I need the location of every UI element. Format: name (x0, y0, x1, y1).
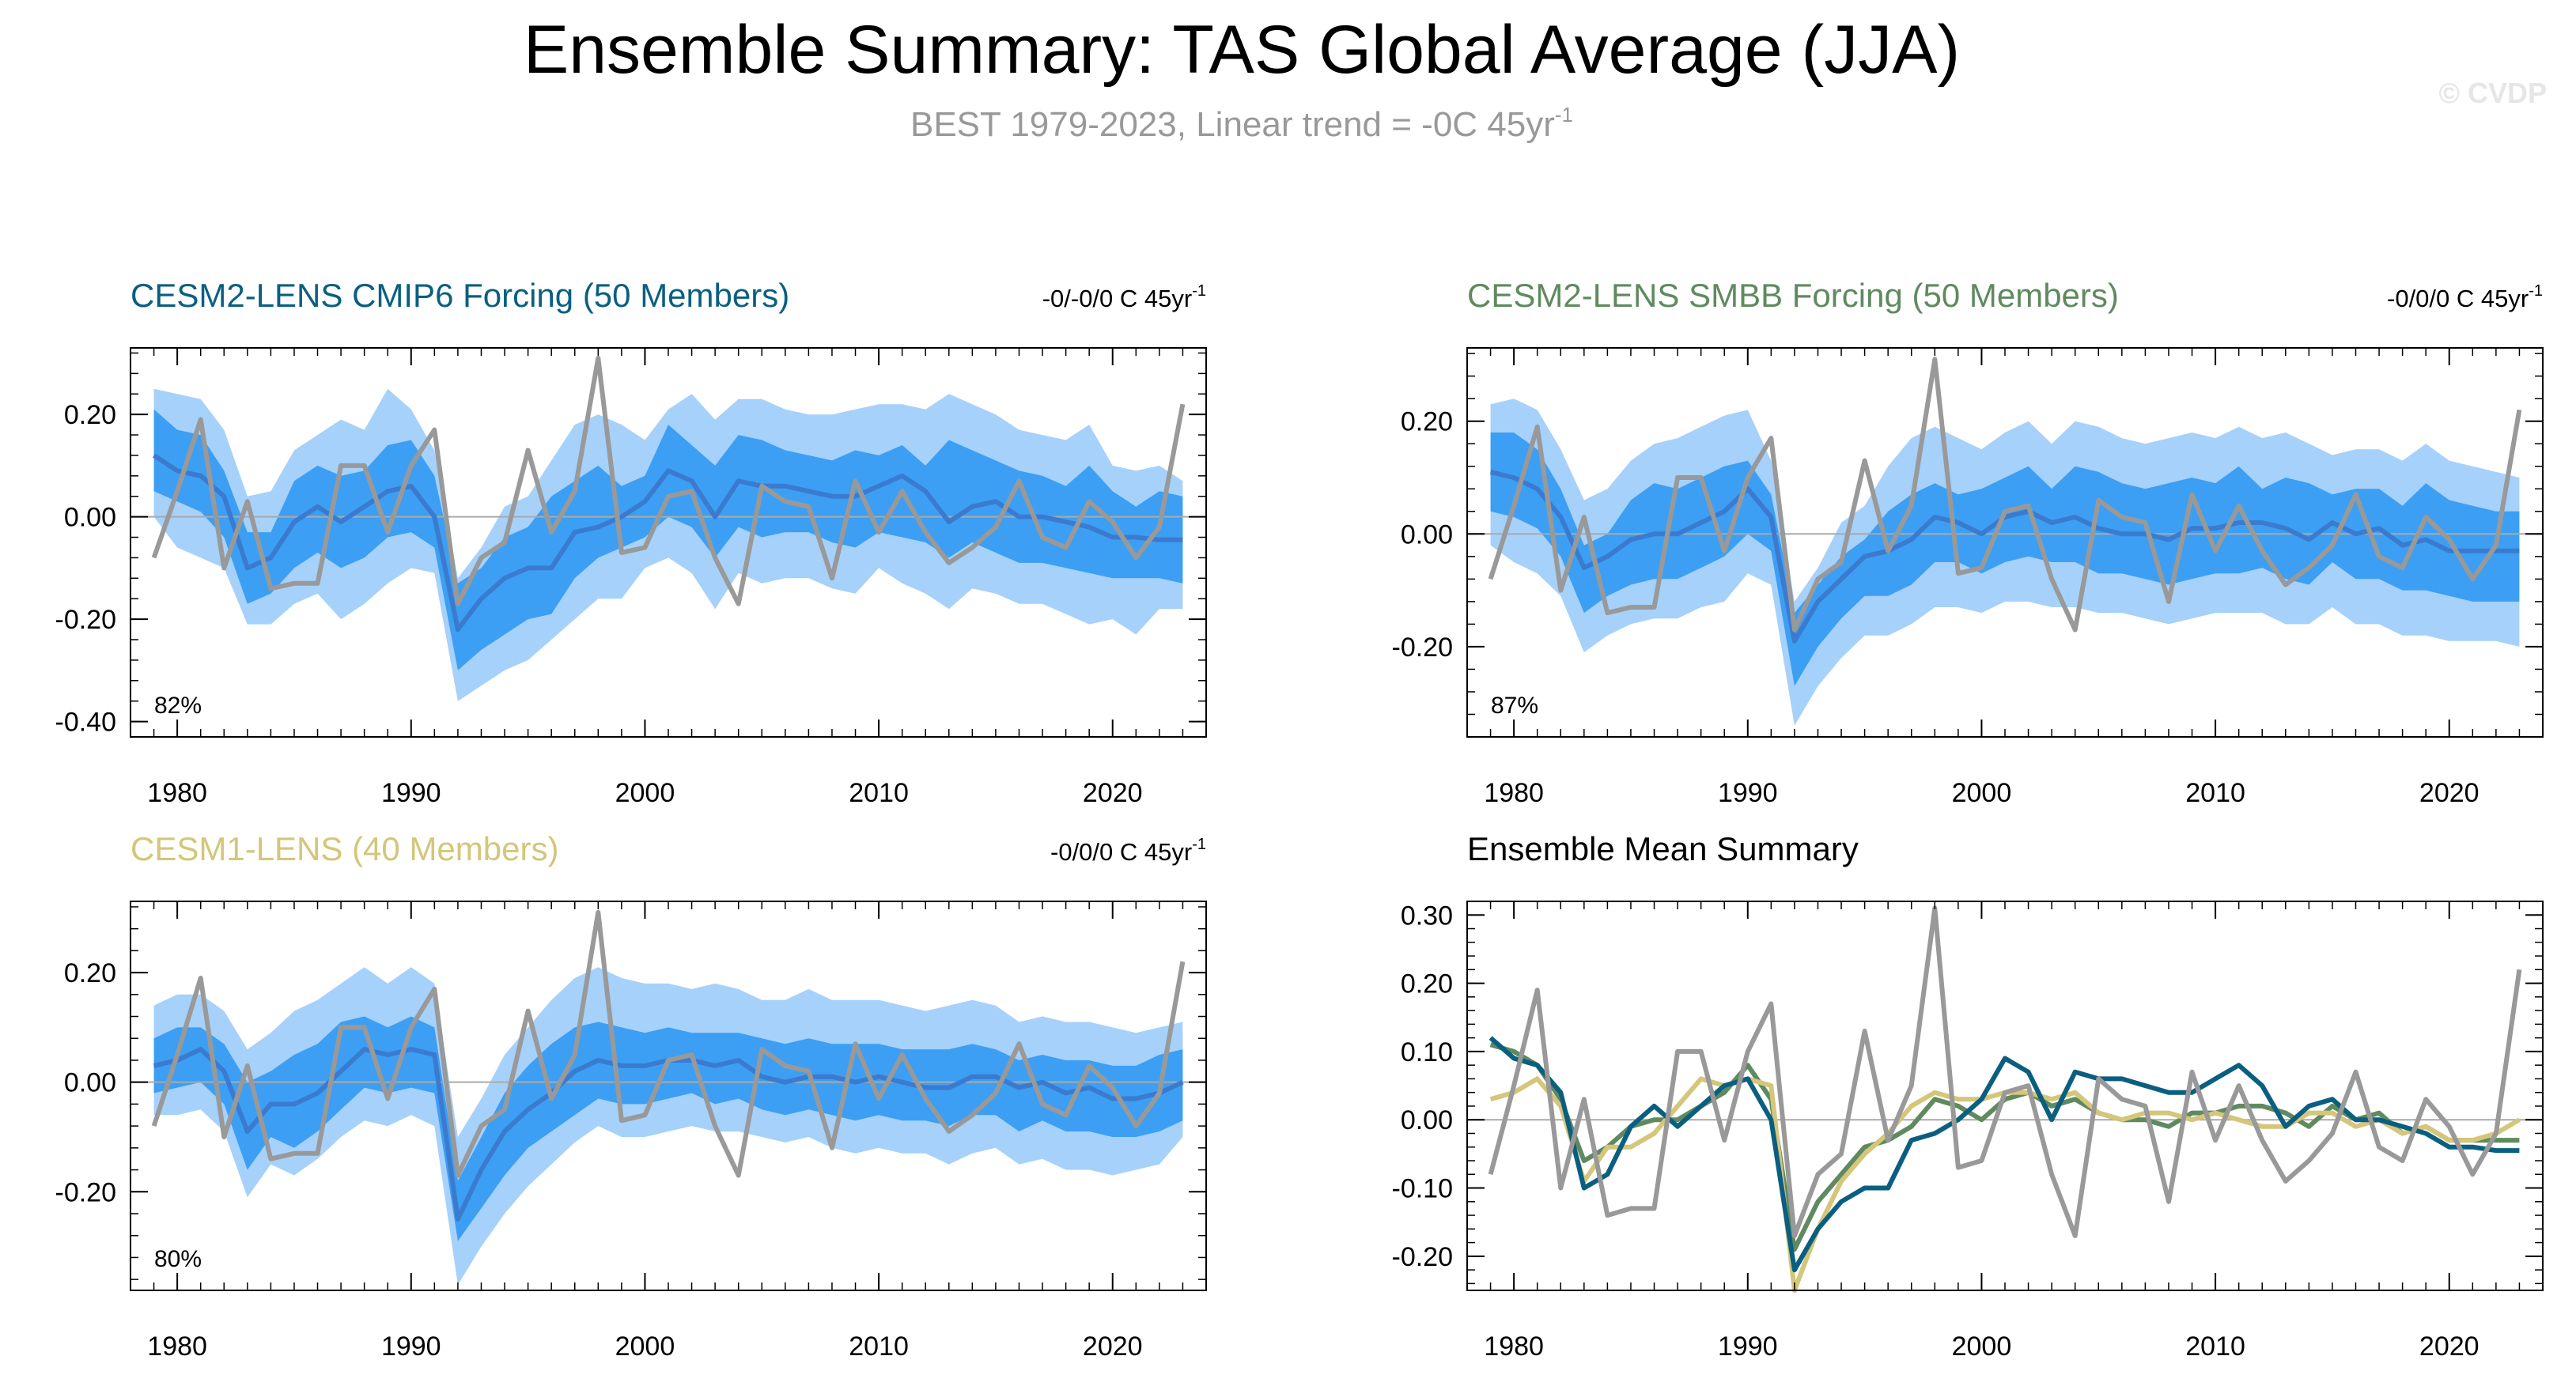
x-tick-label: 2010 (2185, 778, 2245, 808)
y-axis-cesm1: -0.20 0.00 0.20 (55, 906, 1206, 1280)
trend-label-cmip6: -0/-0/0 C 45yr-1 (1042, 282, 1206, 312)
panels: CESM2-LENS CMIP6 Forcing (50 Members) -0/… (55, 277, 2544, 1362)
x-tick-label: 2000 (615, 778, 675, 808)
x-axis-summary: 1980 1990 2000 2010 2020 (1466, 901, 2544, 1362)
plot-area-smbb (1467, 357, 2543, 726)
y-axis-summary: -0.20 -0.10 0.00 0.10 0.20 0.30 (1392, 901, 2543, 1285)
trend-label-superscript: -1 (1192, 282, 1206, 300)
plot-area-cmip6 (131, 355, 1206, 701)
ensemble-mean-line (152, 453, 1183, 633)
x-tick-label: 2010 (849, 1331, 909, 1362)
y-tick-label: 0.20 (1401, 407, 1453, 437)
trend-label-text: -0/-0/0 C 45yr (1042, 285, 1193, 312)
trend-label-text: -0/0/0 C 45yr (1050, 838, 1192, 866)
percent-label-cmip6: 82% (154, 693, 202, 719)
y-axis-cmip6: -0.40 -0.20 0.00 0.20 (55, 352, 1206, 738)
x-tick-label: 1990 (381, 1331, 441, 1362)
y-tick-label: -0.40 (55, 708, 117, 738)
x-tick-label: 1990 (1718, 778, 1778, 808)
y-tick-label: -0.20 (55, 605, 117, 635)
observed-line (151, 909, 1186, 1178)
trend-label-superscript: -1 (2529, 282, 2543, 300)
panel-title-cesm1: CESM1-LENS (40 Members) (131, 830, 558, 867)
panel-cmip6: CESM2-LENS CMIP6 Forcing (50 Members) -0/… (55, 277, 1207, 808)
x-tick-label: 2010 (2185, 1331, 2245, 1362)
trend-label-text: -0/0/0 C 45yr (2387, 285, 2529, 312)
x-tick-label: 1980 (1484, 778, 1544, 808)
x-tick-label: 1990 (1718, 1331, 1778, 1362)
subtitle-superscript: -1 (1555, 103, 1573, 127)
spread-band-inner (1490, 432, 2520, 686)
panel-title-smbb: CESM2-LENS SMBB Forcing (50 Members) (1467, 277, 2119, 314)
y-tick-label: -0.10 (1392, 1174, 1454, 1204)
series-line-2 (1488, 1036, 2520, 1273)
x-tick-label: 2010 (849, 778, 909, 808)
watermark: © CVDP (2438, 77, 2547, 109)
y-tick-label: 0.00 (1401, 519, 1453, 550)
y-tick-label: 0.00 (64, 503, 116, 533)
y-tick-label: 0.20 (64, 400, 116, 430)
x-tick-label: 2000 (1952, 778, 2012, 808)
y-tick-label: -0.20 (1392, 1242, 1454, 1272)
x-tick-label: 1980 (147, 778, 207, 808)
trend-label-cesm1: -0/0/0 C 45yr-1 (1050, 836, 1206, 866)
x-tick-label: 2020 (1083, 1331, 1143, 1362)
x-axis-cmip6: 1980 1990 2000 2010 2020 (130, 348, 1207, 808)
page-title: Ensemble Summary: TAS Global Average (JJ… (524, 12, 1960, 88)
trend-label-superscript: -1 (1192, 836, 1206, 853)
spread-band-inner (153, 409, 1183, 670)
plot-area-cesm1 (131, 909, 1206, 1286)
y-axis-smbb: -0.20 0.00 0.20 (1392, 353, 2543, 738)
x-tick-label: 1990 (381, 778, 441, 808)
y-tick-label: 0.20 (1401, 969, 1453, 999)
x-tick-label: 1980 (1484, 1331, 1544, 1362)
percent-label-cesm1: 80% (154, 1246, 202, 1272)
trend-label-smbb: -0/0/0 C 45yr-1 (2387, 282, 2543, 312)
x-tick-label: 2020 (1083, 778, 1143, 808)
x-tick-label: 2000 (615, 1331, 675, 1362)
panel-title-cmip6: CESM2-LENS CMIP6 Forcing (50 Members) (131, 277, 789, 314)
percent-label-smbb: 87% (1491, 693, 1538, 719)
x-tick-label: 2020 (2419, 778, 2480, 808)
y-tick-label: 0.00 (64, 1068, 116, 1098)
panel-cesm1: CESM1-LENS (40 Members) -0/0/0 C 45yr-1-0… (55, 830, 1207, 1362)
x-tick-label: 2000 (1952, 1331, 2012, 1362)
x-tick-label: 1980 (147, 1331, 207, 1362)
observed-line (1488, 357, 2522, 633)
plot-area-summary (1467, 905, 2543, 1293)
y-tick-label: 0.00 (1401, 1105, 1453, 1135)
subtitle-text: BEST 1979-2023, Linear trend = -0C 45yr (910, 105, 1555, 144)
panel-summary: Ensemble Mean Summary -0.20 -0.10 0.00 0.10 0… (1392, 830, 2544, 1362)
x-axis-cesm1: 1980 1990 2000 2010 2020 (130, 901, 1207, 1362)
y-tick-label: -0.20 (55, 1177, 117, 1207)
observed-line (151, 355, 1186, 606)
panel-smbb: CESM2-LENS SMBB Forcing (50 Members) -0/0… (1392, 277, 2544, 808)
x-tick-label: 2020 (2419, 1331, 2480, 1362)
y-tick-label: 0.20 (64, 958, 116, 988)
series-line-3 (1488, 905, 2522, 1238)
y-tick-label: 0.10 (1401, 1037, 1453, 1067)
x-axis-smbb: 1980 1990 2000 2010 2020 (1466, 348, 2544, 808)
panel-title-summary: Ensemble Mean Summary (1467, 830, 1859, 867)
y-tick-label: 0.30 (1401, 901, 1453, 931)
page-subtitle: BEST 1979-2023, Linear trend = -0C 45yr-… (910, 103, 1573, 144)
y-tick-label: -0.20 (1392, 633, 1454, 663)
spread-band-inner (153, 1016, 1183, 1241)
